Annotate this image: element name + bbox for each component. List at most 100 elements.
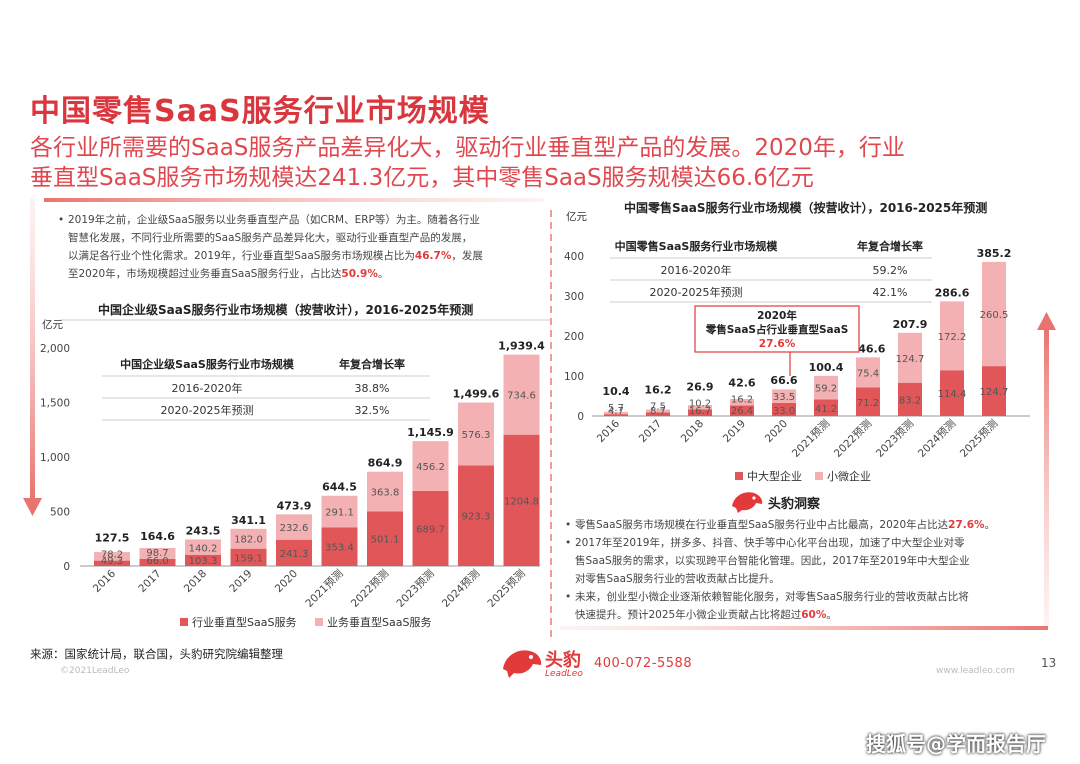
table-header-1: 中国零售SaaS服务行业市场规模 <box>615 239 779 253</box>
total-label: 164.6 <box>140 530 175 543</box>
data-label-upper: 5.7 <box>608 403 624 414</box>
data-label-upper: 16.2 <box>731 394 753 405</box>
y-tick-label: 0 <box>577 411 584 423</box>
bar-segment-1 <box>646 412 670 416</box>
total-label: 16.2 <box>644 384 671 397</box>
watermark: 搜狐号@学而报告厅 <box>866 732 1046 756</box>
bar-segment-top-4 <box>772 389 796 403</box>
data-label-lower: 114.4 <box>938 389 967 400</box>
bar-segment-top-0 <box>604 411 628 415</box>
bar-segment-top-1 <box>139 548 176 559</box>
bar-segment-0 <box>94 560 130 566</box>
bar-segment-4 <box>276 539 312 566</box>
callout-line-1: 2020年 <box>757 309 797 322</box>
legend-label-2: 小微企业 <box>827 469 871 483</box>
table-header-2: 年复合增长率 <box>339 357 405 371</box>
bar-segment-top-7 <box>412 441 449 491</box>
y-axis-label: 亿元 <box>566 210 587 223</box>
brand-logo-icon <box>503 650 542 678</box>
total-label: 207.9 <box>893 318 928 331</box>
total-label: 1,145.9 <box>407 426 454 439</box>
data-label-upper: 10.2 <box>689 398 711 409</box>
total-label: 864.9 <box>368 457 403 470</box>
insight-item-1: • 零售SaaS服务市场规模在行业垂直型SaaS服务行业中占比最高，2020年占比… <box>565 519 996 531</box>
table-cell-period: 2016-2020年 <box>661 263 732 277</box>
bar-segment-top-3 <box>230 528 267 549</box>
page-title: 中国零售SaaS服务行业市场规模 <box>30 94 490 129</box>
data-label-lower: 501.1 <box>371 535 400 546</box>
x-tick-label: 2017 <box>637 418 664 445</box>
data-label-upper: 260.5 <box>980 310 1009 321</box>
bar-segment-8 <box>940 370 964 416</box>
data-label-lower: 83.2 <box>899 395 921 406</box>
left-arrow-shaft <box>30 198 35 498</box>
bar-segment-1 <box>139 558 176 566</box>
total-label: 26.9 <box>686 380 713 393</box>
legend-swatch-1 <box>735 472 743 480</box>
data-label-upper: 734.6 <box>507 391 536 402</box>
bar-segment-4 <box>772 402 796 416</box>
phone-number: 400-072-5588 <box>594 656 693 671</box>
x-tick-label: 2016 <box>595 417 623 445</box>
left-frame-top-bar <box>44 198 544 202</box>
table-cell-period: 2020-2025年预测 <box>161 403 254 417</box>
total-label: 644.5 <box>322 481 357 494</box>
bar-segment-7 <box>412 490 449 566</box>
data-label-upper: 98.7 <box>146 548 168 559</box>
intro-line-2: 智慧化发展，不同行业所需要的SaaS服务产品差异化大，驱动行业垂直型产品的发展， <box>68 232 473 244</box>
page-subtitle-line2: 垂直型SaaS服务市场规模达241.3亿元，其中零售SaaS服务规模达66.6亿… <box>30 165 814 191</box>
x-tick-label: 2022预测 <box>831 417 874 460</box>
bar-segment-2 <box>688 409 712 416</box>
bar-segment-top-1 <box>646 409 670 413</box>
bullet-dot: • <box>58 214 65 226</box>
data-label-upper: 172.2 <box>938 332 967 343</box>
total-label: 66.6 <box>770 374 797 387</box>
x-tick-label: 2025预测 <box>485 567 528 610</box>
copyright: ©2021LeadLeo <box>60 666 130 676</box>
data-label-lower: 49.3 <box>101 556 123 567</box>
source-note: 来源：国家统计局，联合国，头豹研究院编辑整理 <box>30 647 283 661</box>
total-label: 127.5 <box>95 532 130 545</box>
page-number: 13 <box>1041 656 1057 670</box>
bar-segment-top-4 <box>276 514 312 540</box>
bar-segment-top-5 <box>321 495 358 528</box>
x-tick-label: 2024预测 <box>915 417 958 460</box>
left-chart: 亿元 0 500 1,000 1,500 2,000 中国企业级SaaS服务行业市场规模 年复… <box>40 318 545 629</box>
bar-segment-top-6 <box>367 471 403 512</box>
legend-label-1: 中大型企业 <box>747 469 802 483</box>
legend-swatch-1 <box>180 618 188 626</box>
bar-segment-0 <box>604 414 628 416</box>
data-label-upper: 456.2 <box>416 462 445 473</box>
x-tick-label: 2023预测 <box>394 567 437 610</box>
left-arrow-head <box>23 498 42 516</box>
bar-segment-5 <box>321 527 358 566</box>
leopard-logo-icon <box>732 492 763 513</box>
legend-label-2: 业务垂直型SaaS服务 <box>327 615 431 629</box>
data-label-lower: 4.7 <box>608 406 624 417</box>
data-label-lower: 66.0 <box>146 556 168 567</box>
table-cell-cagr: 32.5% <box>355 404 390 417</box>
callout-box <box>694 305 860 353</box>
x-tick-label: 2020 <box>763 418 790 445</box>
data-label-lower: 26.4 <box>731 406 753 417</box>
data-label-lower: 103.3 <box>189 556 218 567</box>
x-tick-label: 2023预测 <box>873 417 916 460</box>
right-chart-title: 中国零售SaaS服务行业市场规模（按营收计），2016-2025年预测 <box>624 201 988 215</box>
total-label: 286.6 <box>935 286 970 299</box>
intro-line-4: 至2020年，市场规模超过业务垂直SaaS服务行业，占比达50.9%。 <box>68 268 389 280</box>
data-label-lower: 41.2 <box>815 404 837 415</box>
total-label: 10.4 <box>602 385 629 398</box>
insight-item-3: • 未来，创业型小微企业逐渐依赖智能化服务，对零售SaaS服务行业的营收贡献占比… <box>565 591 969 621</box>
table-header-1: 中国企业级SaaS服务行业市场规模 <box>120 357 295 371</box>
y-tick-label: 0 <box>63 561 70 573</box>
bar-segment-2 <box>185 554 221 566</box>
x-tick-label: 2022预测 <box>348 567 391 610</box>
data-label-upper: 576.3 <box>462 430 491 441</box>
total-label: 385.2 <box>977 247 1012 260</box>
x-tick-label: 2019 <box>227 568 254 595</box>
data-label-upper: 75.4 <box>857 368 879 379</box>
y-tick-label: 400 <box>564 251 584 263</box>
total-label: 42.6 <box>728 376 755 389</box>
bar-segment-top-9 <box>982 261 1006 367</box>
